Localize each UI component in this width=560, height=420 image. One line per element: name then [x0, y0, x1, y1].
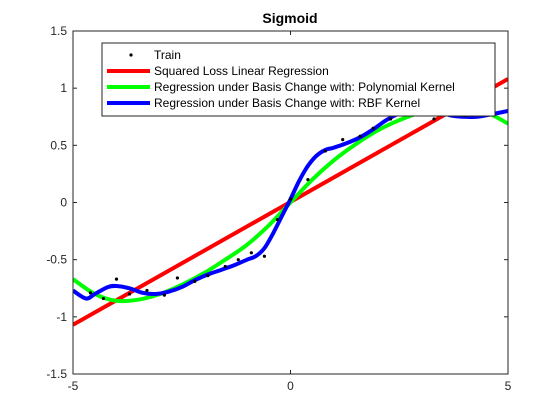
- y-tick-label: 1.5: [50, 24, 67, 38]
- train-point: [162, 293, 166, 297]
- y-tick-label: 0: [60, 196, 67, 210]
- train-point: [127, 292, 132, 296]
- train-point: [371, 126, 375, 130]
- legend-label: Regression under Basis Change with: RBF …: [154, 96, 420, 110]
- train-point: [175, 276, 179, 280]
- x-tick-label: 0: [287, 379, 294, 393]
- train-point: [323, 149, 327, 153]
- legend-marker-train: [129, 53, 133, 57]
- train-point: [236, 258, 240, 262]
- ticks-layer: -5 0 5 -1.5 -1 -0.5 0 0.5 1 1.5: [46, 24, 511, 393]
- train-point: [275, 218, 280, 222]
- legend-label: Squared Loss Linear Regression: [154, 64, 329, 78]
- x-tick-label: -5: [68, 379, 79, 393]
- train-point: [249, 251, 253, 255]
- chart-title: Sigmoid: [262, 10, 317, 26]
- train-point: [101, 296, 106, 301]
- legend: Train Squared Loss Linear Regression Regre…: [101, 42, 496, 117]
- train-point: [193, 279, 197, 283]
- y-tick-label: 0.5: [50, 138, 67, 152]
- train-point: [358, 134, 362, 138]
- train-point: [262, 254, 266, 258]
- train-point: [114, 277, 119, 281]
- legend-label: Train: [154, 48, 181, 62]
- train-point: [306, 178, 310, 182]
- legend-label: Regression under Basis Change with: Poly…: [154, 80, 455, 94]
- y-tick-label: -0.5: [46, 253, 67, 267]
- train-point: [288, 197, 293, 201]
- y-tick-label: -1.5: [46, 367, 67, 381]
- train-point: [388, 117, 393, 121]
- train-point: [341, 138, 345, 142]
- legend-box: [101, 42, 496, 117]
- x-tick-label: 5: [505, 379, 512, 393]
- train-point: [432, 117, 436, 121]
- train-point: [145, 288, 149, 293]
- train-point: [206, 274, 210, 278]
- y-tick-label: 1: [60, 81, 67, 95]
- train-point: [223, 264, 227, 269]
- train-point: [88, 291, 92, 295]
- y-tick-label: -1: [56, 310, 67, 324]
